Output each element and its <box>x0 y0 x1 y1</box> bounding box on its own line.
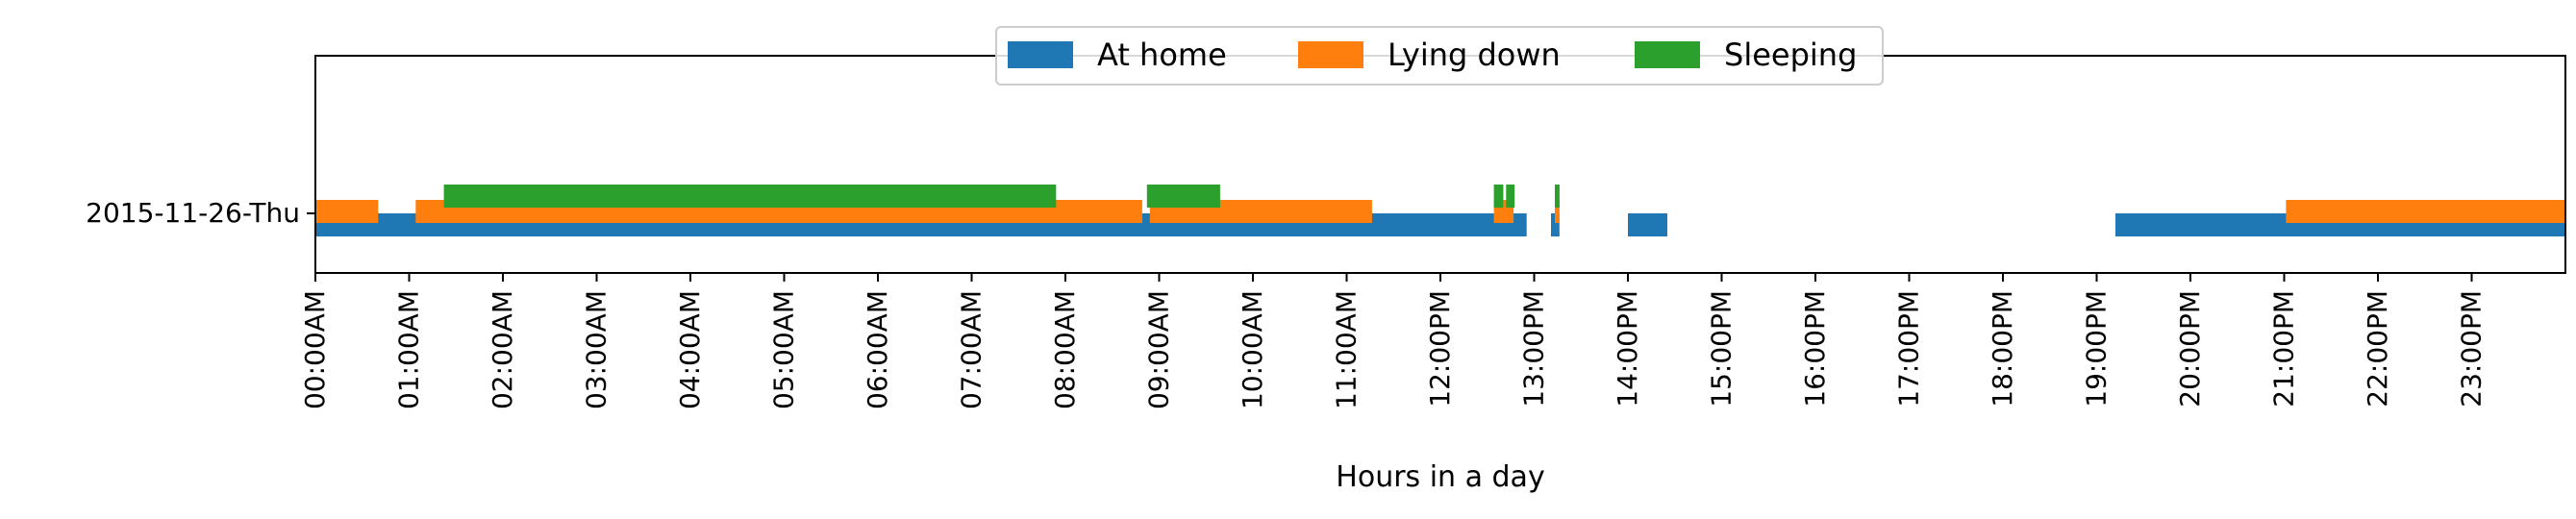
x-tick-label: 01:00AM <box>393 290 425 409</box>
x-tick-label: 20:00PM <box>2174 290 2206 408</box>
x-tick-label: 12:00PM <box>1424 290 1456 408</box>
x-tick-label: 11:00AM <box>1331 290 1363 409</box>
legend: At home Lying down Sleeping <box>995 26 1884 86</box>
x-tick-label: 18:00PM <box>1987 290 2018 408</box>
x-tick-label: 06:00AM <box>862 290 893 409</box>
y-axis: 2015-11-26-Thu <box>86 197 315 229</box>
x-axis-title: Hours in a day <box>1336 460 1544 494</box>
bar-sleeping <box>1555 185 1560 208</box>
bar-lying-down <box>1555 200 1560 223</box>
x-tick-label: 19:00PM <box>2081 290 2113 408</box>
x-tick-label: 22:00PM <box>2362 290 2393 408</box>
legend-swatch-sleeping <box>1635 41 1700 68</box>
legend-label-lying-down: Lying down <box>1388 37 1561 73</box>
x-tick-label: 00:00AM <box>299 290 331 409</box>
x-axis: 00:00AM 01:00AM 02:00AM 03:00AM 04:00AM 05:00… <box>299 273 2488 409</box>
x-tick-label: 14:00PM <box>1612 290 1643 408</box>
bar-sleeping <box>1506 185 1515 208</box>
bar-sleeping <box>1146 185 1220 208</box>
x-tick-label: 05:00AM <box>768 290 800 409</box>
plot-frame <box>314 55 2566 274</box>
legend-label-sleeping: Sleeping <box>1724 37 1857 73</box>
x-tick-label: 07:00AM <box>956 290 988 409</box>
x-tick-label: 21:00PM <box>2268 290 2300 408</box>
x-tick-label: 03:00AM <box>581 290 613 409</box>
bar-sleeping <box>1493 185 1504 208</box>
x-tick-label: 10:00AM <box>1237 290 1268 409</box>
x-tick-label: 09:00AM <box>1143 290 1175 409</box>
y-tick-label: 2015-11-26-Thu <box>86 197 300 229</box>
legend-swatch-lying-down <box>1298 41 1363 68</box>
interval-bars <box>315 185 2565 236</box>
legend-swatch-at-home <box>1008 41 1073 68</box>
x-tick-label: 02:00AM <box>487 290 518 409</box>
bar-at-home <box>1551 213 1560 236</box>
legend-label-at-home: At home <box>1097 37 1227 73</box>
bar-lying-down <box>315 200 379 223</box>
x-tick-label: 17:00PM <box>1893 290 1925 408</box>
x-tick-label: 08:00AM <box>1049 290 1081 409</box>
x-tick-label: 13:00PM <box>1518 290 1550 408</box>
bar-sleeping <box>443 185 1057 208</box>
x-tick-label: 15:00PM <box>1706 290 1738 408</box>
x-tick-label: 16:00PM <box>1799 290 1831 408</box>
bar-lying-down <box>2286 200 2565 223</box>
x-tick-label: 23:00PM <box>2456 290 2488 408</box>
bar-at-home <box>1628 213 1667 236</box>
x-tick-label: 04:00AM <box>674 290 706 409</box>
